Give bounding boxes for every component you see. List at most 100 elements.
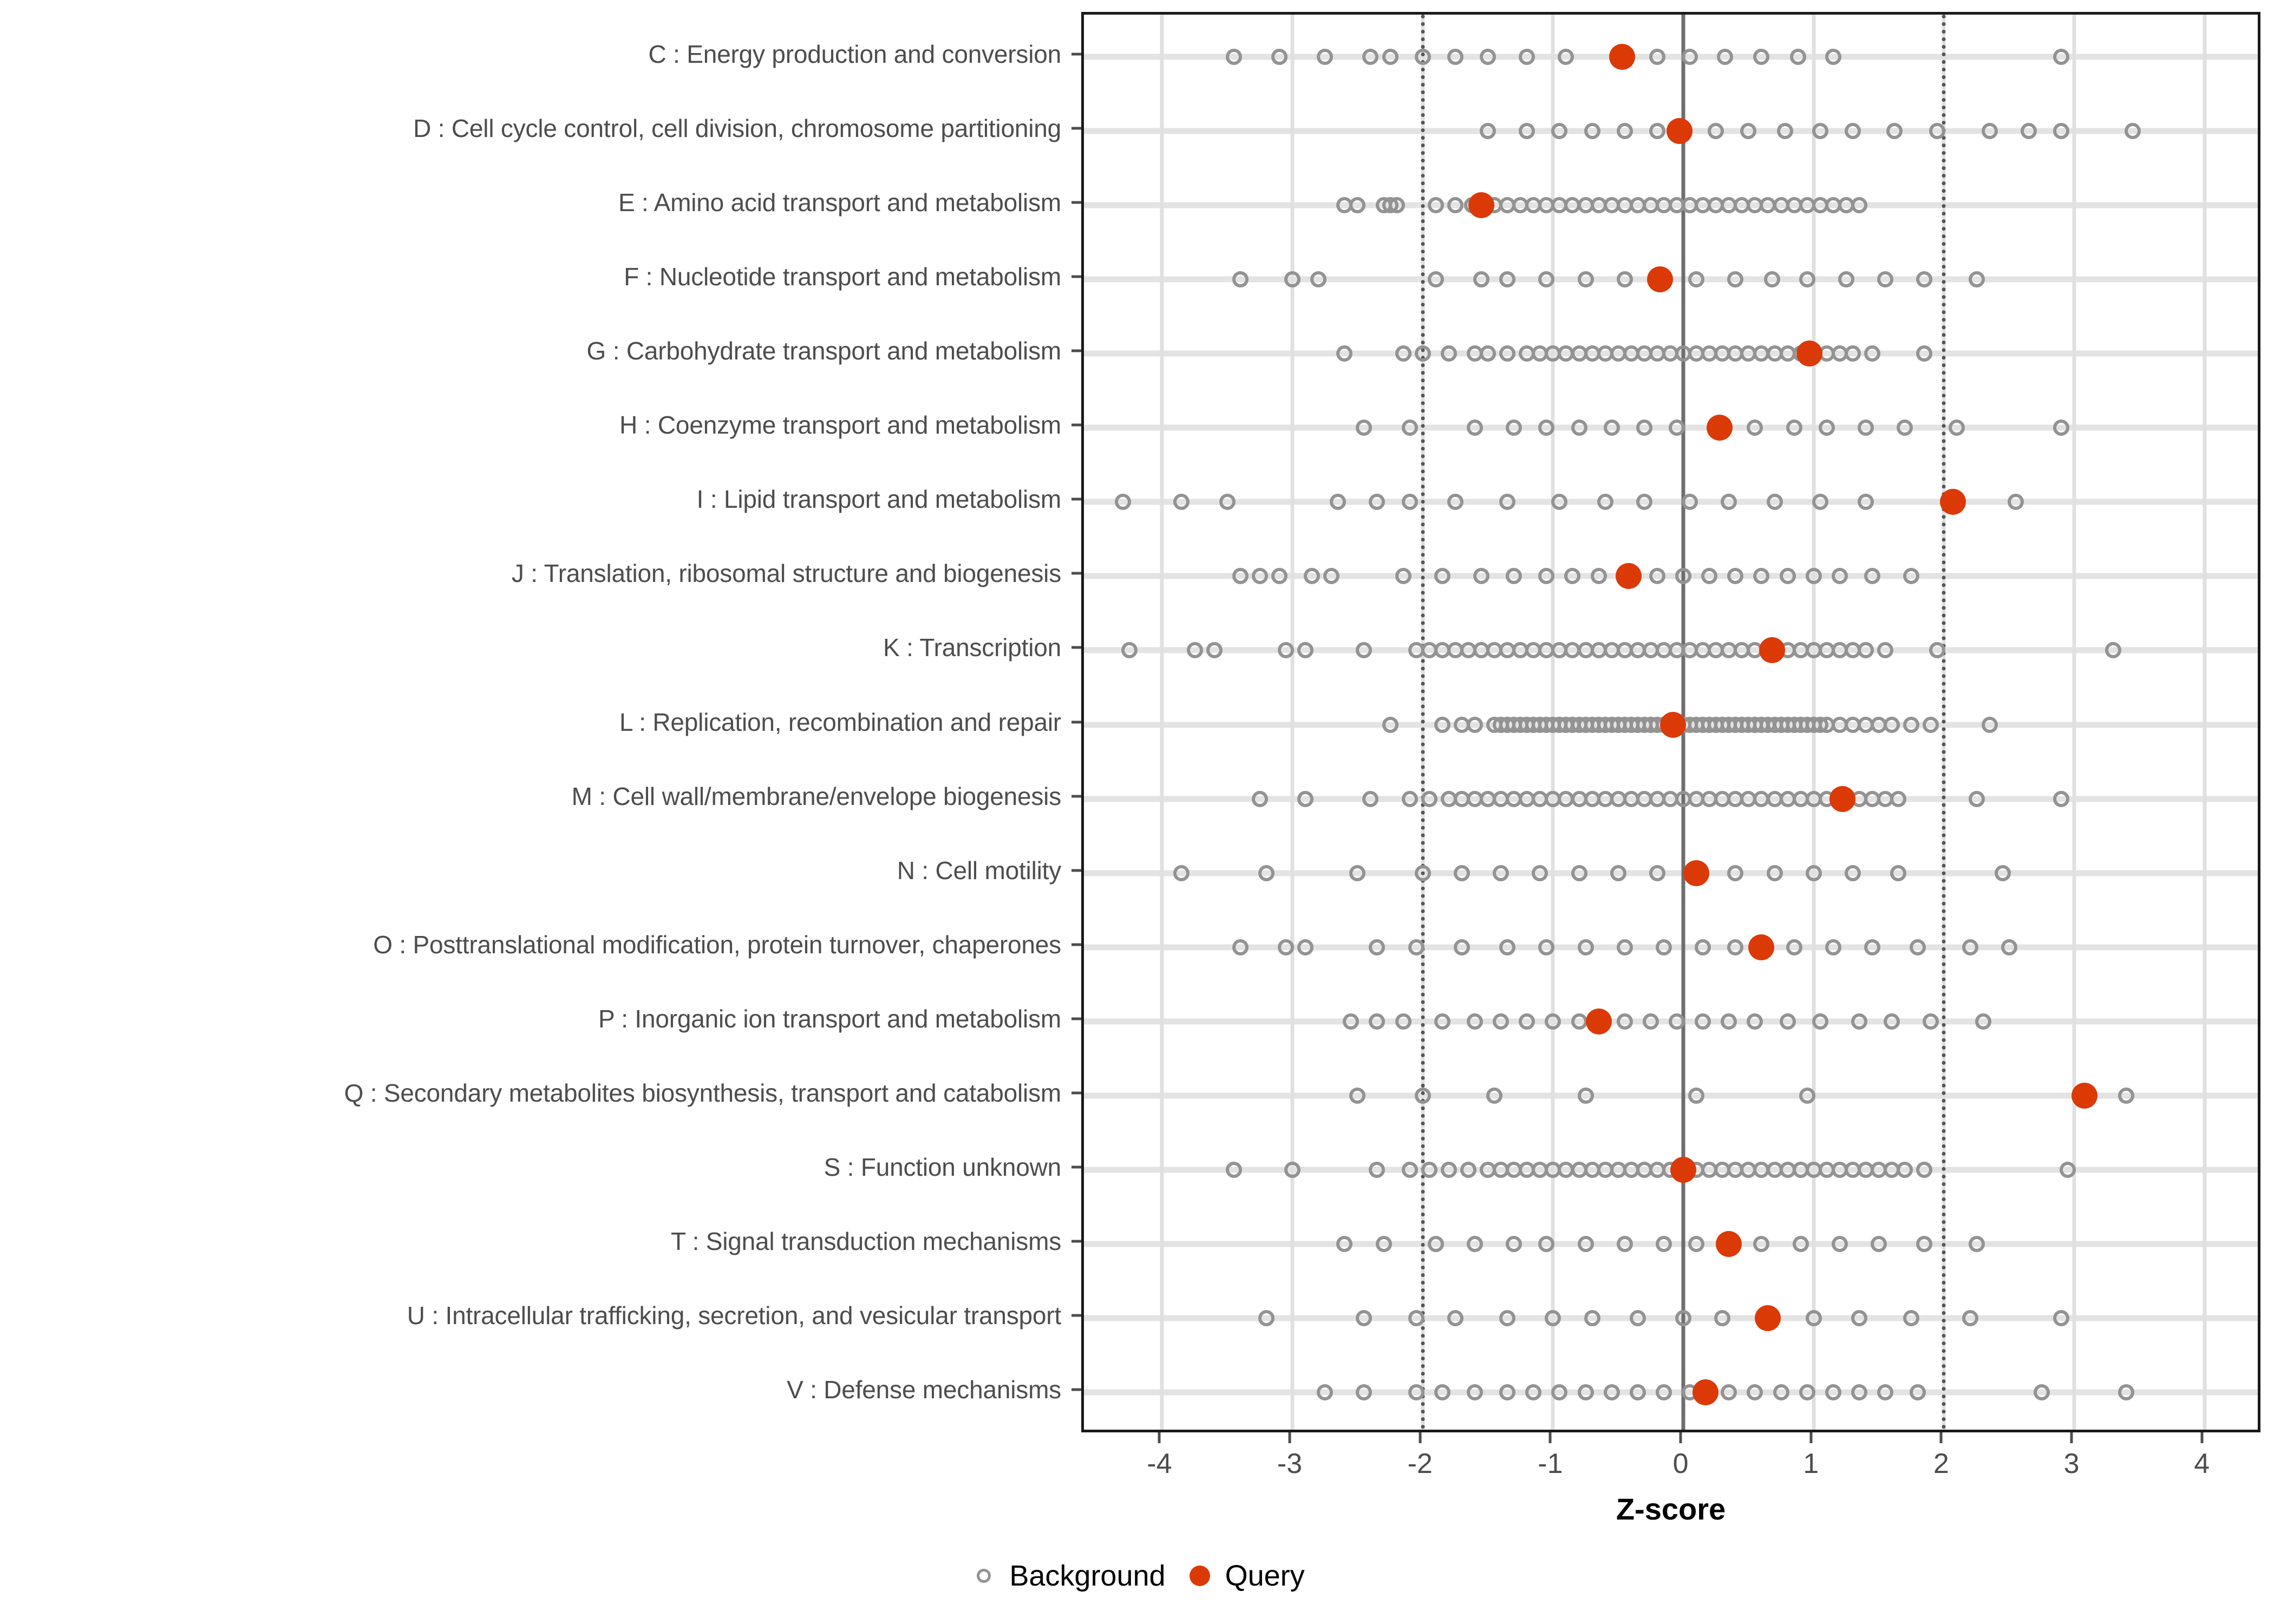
query-point: [1468, 192, 1495, 219]
background-point: [1799, 1384, 1815, 1400]
x-axis-tick-label: -3: [1277, 1448, 1303, 1479]
background-point: [1916, 345, 1933, 362]
x-axis-tick-mark: [2070, 1432, 2073, 1443]
background-point: [1636, 420, 1652, 436]
background-point: [1962, 1309, 1978, 1326]
background-point: [1186, 642, 1203, 659]
background-point: [1844, 345, 1861, 362]
background-point: [1753, 49, 1770, 65]
background-point: [1903, 1309, 1920, 1326]
background-point: [1838, 271, 1854, 288]
background-point: [1708, 123, 1724, 140]
y-axis-tick-label: L : Replication, recombination and repai…: [619, 708, 1061, 736]
background-point: [1910, 1384, 1926, 1400]
background-point: [1369, 494, 1386, 510]
y-axis-tick-label: F : Nucleotide transport and metabolism: [624, 263, 1061, 291]
background-point: [1297, 939, 1314, 955]
background-point: [1225, 49, 1242, 65]
background-point: [1525, 1384, 1542, 1400]
background-point: [1740, 123, 1757, 140]
background-point: [2118, 1087, 2135, 1104]
legend-label: Background: [1009, 1560, 1166, 1592]
background-point: [1173, 494, 1190, 510]
background-point: [1499, 1384, 1516, 1400]
legend-label: Query: [1225, 1560, 1305, 1592]
background-point: [1480, 345, 1497, 362]
background-point: [1590, 568, 1607, 585]
background-point: [1884, 716, 1900, 733]
query-point: [1796, 340, 1823, 367]
background-point: [1727, 939, 1744, 955]
background-point: [1297, 790, 1314, 807]
background-point: [1695, 939, 1711, 955]
background-point: [1421, 1161, 1437, 1178]
background-point: [1447, 197, 1463, 214]
background-point: [1616, 1235, 1633, 1252]
background-point: [1577, 939, 1594, 955]
background-point: [1763, 271, 1780, 288]
background-point: [1466, 716, 1483, 733]
background-point: [1480, 49, 1497, 65]
background-point: [1877, 642, 1894, 659]
background-point: [1629, 1384, 1646, 1400]
background-point: [1519, 49, 1535, 65]
background-point: [1864, 568, 1880, 585]
y-axis-tick-label: P : Inorganic ion transport and metaboli…: [598, 1004, 1061, 1033]
background-point: [1414, 345, 1431, 362]
background-point: [1831, 1235, 1848, 1252]
background-point: [2053, 790, 2069, 807]
background-point: [1499, 345, 1516, 362]
background-point: [1251, 790, 1268, 807]
legend-item: Query: [1185, 1559, 1305, 1593]
background-point: [1747, 420, 1763, 436]
background-point: [1356, 1384, 1373, 1400]
background-point: [1232, 939, 1249, 955]
background-point: [1499, 494, 1516, 510]
horizontal-gridline: [1084, 573, 2258, 579]
background-point: [2105, 642, 2122, 659]
background-point: [1382, 49, 1399, 65]
background-point: [1844, 123, 1861, 140]
background-point: [1480, 123, 1497, 140]
background-point: [1877, 1384, 1894, 1400]
background-point: [1669, 1013, 1685, 1030]
y-axis-tick-label: K : Transcription: [883, 633, 1061, 662]
background-point: [1440, 1161, 1457, 1178]
y-axis-tick-label: E : Amino acid transport and metabolism: [618, 188, 1061, 217]
background-point: [1890, 865, 1907, 881]
y-axis-tick-mark: [1071, 1165, 1081, 1169]
background-point: [1812, 1013, 1828, 1030]
background-point: [1486, 1087, 1503, 1104]
background-point: [1857, 420, 1874, 436]
background-point: [2001, 939, 2017, 955]
y-axis-tick-mark: [1071, 1091, 1081, 1095]
background-point: [1434, 716, 1450, 733]
x-axis-tick-mark: [1809, 1432, 1813, 1443]
background-point: [1356, 420, 1373, 436]
x-axis-tick-mark: [1158, 1432, 1161, 1443]
y-axis-tick-mark: [1071, 795, 1081, 798]
background-point: [1753, 568, 1770, 585]
x-axis-tick-mark: [2200, 1432, 2204, 1443]
background-point: [1434, 568, 1450, 585]
background-point: [1812, 494, 1828, 510]
background-point: [1825, 49, 1841, 65]
background-point: [1649, 568, 1665, 585]
background-point: [1304, 568, 1321, 585]
background-point: [2060, 1161, 2076, 1178]
background-point: [1401, 1161, 1418, 1178]
background-point: [1356, 1309, 1373, 1326]
background-point: [1258, 1309, 1275, 1326]
background-point: [1538, 939, 1555, 955]
background-point: [1688, 271, 1705, 288]
background-point: [1792, 1235, 1809, 1252]
background-point: [1747, 1384, 1763, 1400]
background-point: [1473, 271, 1490, 288]
background-point: [1766, 865, 1783, 881]
background-point: [1571, 420, 1587, 436]
background-point: [1369, 939, 1386, 955]
x-axis-tick-label: 1: [1803, 1448, 1819, 1479]
background-point: [1317, 1384, 1334, 1400]
background-point: [1466, 1235, 1483, 1252]
